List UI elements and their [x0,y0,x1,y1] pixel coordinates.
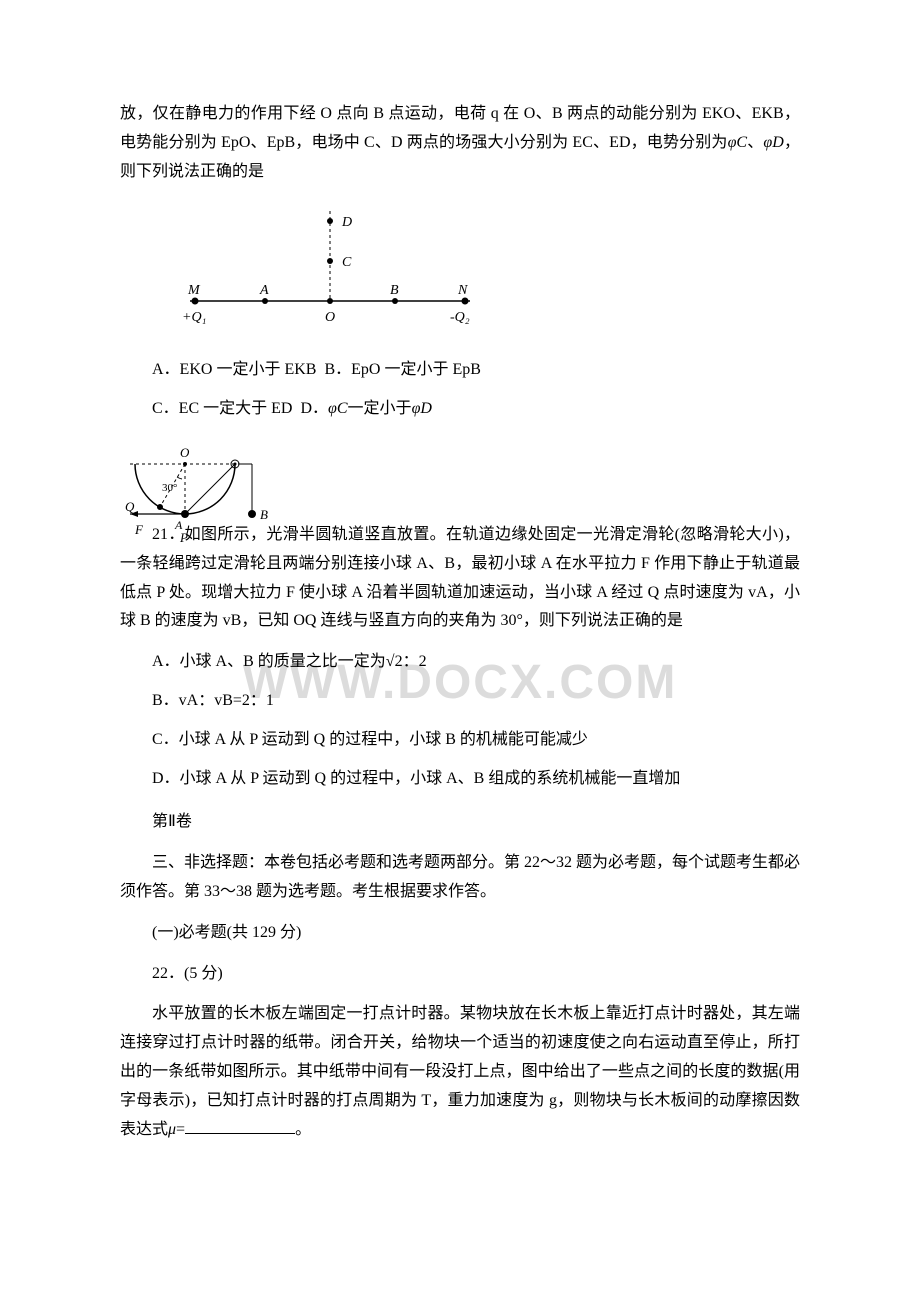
svg-text:D: D [341,215,352,230]
required-label: (一)必考题(共 129 分) [120,919,800,948]
svg-text:B: B [260,507,268,522]
q21-intro-text: 21．如图所示，光滑半圆轨道竖直放置。在轨道边缘处固定一光滑定滑轮(忽略滑轮大小… [120,526,800,629]
document-content: 放，仅在静电力的作用下经 O 点向 B 点运动，电荷 q 在 O、B 两点的动能… [120,100,800,1144]
q20-opt-b: B．EpO 一定小于 EpB [324,361,480,378]
q21-opt-b: B．vA：vB=2：1 [120,687,800,716]
q21-intro: 21．如图所示，光滑半圆轨道竖直放置。在轨道边缘处固定一光滑定滑轮(忽略滑轮大小… [120,521,800,636]
diagram-charges: D C M +Q₁ A O B N -Q₂ [180,206,800,336]
section-2-desc: 三、非选择题：本卷包括必考题和选考题两部分。第 22～32 题为必考题，每个试题… [120,849,800,907]
phi-c-2: φC [328,400,348,417]
svg-text:30°: 30° [162,482,177,494]
q22-end: 。 [295,1121,311,1138]
q21-opt-c: C．小球 A 从 P 运动到 Q 的过程中，小球 B 的机械能可能减少 [120,726,800,755]
svg-text:O: O [180,445,190,460]
q21-opt-a: A．小球 A、B 的质量之比一定为√2：2 [120,648,800,677]
svg-text:-Q₂: -Q₂ [450,310,470,325]
svg-text:A: A [259,283,269,298]
q21-opt-a-pre: A．小球 A、B 的质量之比一定为 [152,653,386,670]
svg-text:C: C [342,255,352,270]
eq-sign: = [176,1121,185,1138]
q20-intro: 放，仅在静电力的作用下经 O 点向 B 点运动，电荷 q 在 O、B 两点的动能… [120,100,800,186]
svg-text:N: N [457,283,468,298]
svg-text:Q: Q [125,499,135,514]
q20-opt-d-pre: D． [300,400,328,417]
answer-blank [185,1118,295,1134]
phi-d-2: φD [412,400,432,417]
q22-body: 水平放置的长木板左端固定一打点计时器。某物块放在长木板上靠近打点计时器处，其左端… [120,1000,800,1144]
phi-c-1: φC [728,134,748,151]
q20-sep: 、 [747,134,763,151]
q20-opt-ab: A．EKO 一定小于 EKB B．EpO 一定小于 EpB [120,356,800,385]
svg-text:B: B [390,283,399,298]
q20-opt-c: C．EC 一定大于 ED [152,400,292,417]
phi-d-1: φD [763,134,783,151]
q22-header: 22．(5 分) [120,960,800,989]
mu-symbol: μ [168,1121,176,1138]
svg-text:M: M [187,283,201,298]
q20-opt-cd: C．EC 一定大于 ED D．φC一定小于φD [120,395,800,424]
svg-text:+Q₁: +Q₁ [182,310,206,325]
q21-opt-a-post: ：2 [403,653,427,670]
svg-text:F: F [134,522,144,537]
section-2-title: 第Ⅱ卷 [120,808,800,837]
q20-opt-a: A．EKO 一定小于 EKB [152,361,316,378]
sqrt2: √2 [386,653,403,670]
q20-opt-d-mid: 一定小于 [348,400,412,417]
svg-text:O: O [325,310,335,325]
q20-intro-text-1: 放，仅在静电力的作用下经 O 点向 B 点运动，电荷 q 在 O、B 两点的动能… [120,105,800,151]
q21-opt-d: D．小球 A 从 P 运动到 Q 的过程中，小球 A、B 组成的系统机械能一直增… [120,765,800,794]
